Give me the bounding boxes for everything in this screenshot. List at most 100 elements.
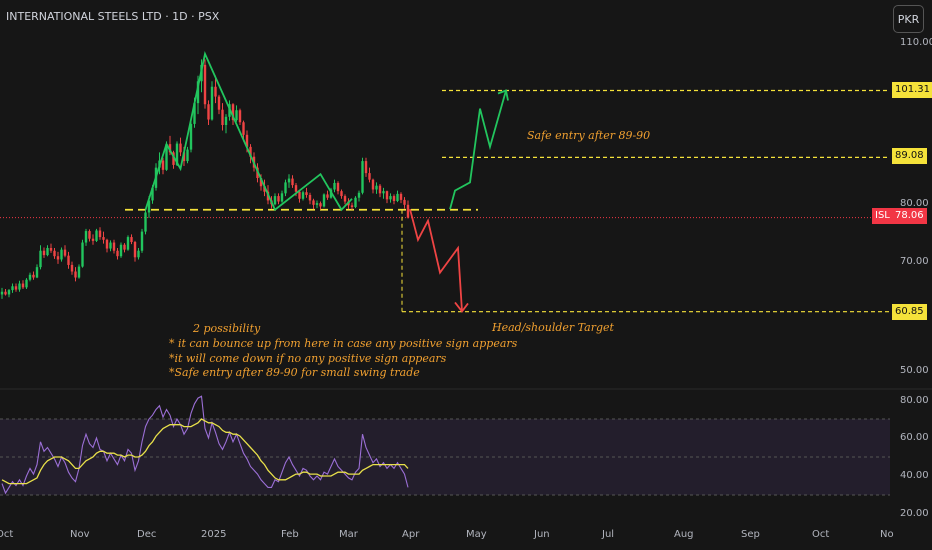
candle-body-101 <box>354 197 357 207</box>
candle-body-4 <box>14 286 18 290</box>
candle-body-102 <box>357 192 361 198</box>
y-tick-70: 70.00 <box>900 256 929 267</box>
candle-body-17 <box>60 249 63 260</box>
candle-body-51 <box>179 143 182 153</box>
candle-body-38 <box>133 241 137 258</box>
candle-body-100 <box>350 205 354 207</box>
target-note: Head/shoulder Target <box>492 321 614 334</box>
candle-body-89 <box>312 200 315 205</box>
candle-body-69 <box>242 122 245 135</box>
candle-body-86 <box>301 192 305 199</box>
candle-body-49 <box>172 152 175 165</box>
rsi-tick-20: 20.00 <box>900 508 929 519</box>
candle-body-12 <box>42 250 46 256</box>
candle-body-107 <box>375 185 378 190</box>
candle-body-26 <box>91 238 95 241</box>
possibility-title: 2 possibility <box>193 322 261 335</box>
candle-body-81 <box>284 182 287 194</box>
candle-body-79 <box>277 196 280 202</box>
candle-body-61 <box>214 86 217 97</box>
candle-body-58 <box>203 64 207 105</box>
candle-body-115 <box>403 199 406 205</box>
candle-body-22 <box>77 266 81 278</box>
candle-body-95 <box>333 182 336 190</box>
symbol-tag: ISL <box>872 208 893 224</box>
candle-body-41 <box>144 212 147 232</box>
candle-body-97 <box>340 191 343 197</box>
candle-body-1 <box>4 291 7 295</box>
candle-body-60 <box>210 86 214 120</box>
y-tick-80: 80.00 <box>900 198 929 209</box>
candle-body-10 <box>35 267 39 278</box>
scenario-down-line <box>409 208 463 312</box>
x-tick-jun: Jun <box>534 529 550 540</box>
candle-body-13 <box>46 248 49 256</box>
candle-body-67 <box>235 110 238 121</box>
candle-body-80 <box>280 193 284 202</box>
candle-body-116 <box>406 204 410 218</box>
candle-body-78 <box>273 196 277 205</box>
x-tick-jul: Jul <box>602 529 615 540</box>
candle-body-37 <box>130 237 133 242</box>
level-tag-60: 60.85 <box>892 304 927 320</box>
candle-body-14 <box>49 248 53 251</box>
candle-body-15 <box>53 250 56 257</box>
candle-body-112 <box>392 196 396 201</box>
candle-body-70 <box>245 134 249 147</box>
candle-body-0 <box>0 291 4 295</box>
candle-body-21 <box>74 271 77 278</box>
candle-body-104 <box>364 161 368 174</box>
scenario-up-arrowhead <box>497 89 509 101</box>
candle-body-39 <box>137 250 140 258</box>
candle-body-5 <box>18 283 21 290</box>
y-tick-110: 110.00 <box>900 37 932 48</box>
candle-body-114 <box>399 193 403 200</box>
candle-body-29 <box>102 237 105 240</box>
candle-body-20 <box>70 264 74 272</box>
scenario-down-arrowhead <box>454 301 469 313</box>
x-tick-apr: Apr <box>402 529 420 540</box>
rsi-tick-40: 40.00 <box>900 470 929 481</box>
safe-entry-note: Safe entry after 89-90 <box>527 129 651 142</box>
candle-body-93 <box>326 194 329 198</box>
candle-body-50 <box>175 143 179 165</box>
x-tick-aug: Aug <box>674 529 694 540</box>
candle-body-82 <box>287 178 291 183</box>
candle-body-88 <box>308 194 312 201</box>
candle-body-34 <box>119 244 123 257</box>
candle-body-2 <box>7 290 11 295</box>
candle-body-111 <box>389 196 392 200</box>
level-tag-89: 89.08 <box>892 148 927 164</box>
x-tick-nov: Nov <box>70 529 90 540</box>
rsi-line <box>1 395 409 495</box>
candle-body-9 <box>32 274 35 278</box>
candle-body-98 <box>343 196 347 202</box>
candle-body-48 <box>168 144 172 153</box>
candle-body-28 <box>98 230 102 238</box>
x-tick-2025: 2025 <box>201 529 227 540</box>
candle-body-83 <box>291 178 294 186</box>
chart-title: INTERNATIONAL STEELS LTD · 1D · PSX <box>6 10 220 23</box>
x-tick-oct-2: Oct <box>812 529 830 540</box>
candle-body-85 <box>298 191 301 199</box>
candle-body-62 <box>217 96 221 110</box>
candle-body-16 <box>56 256 60 260</box>
x-tick-nov-2: No <box>880 529 894 540</box>
level-tag-101: 101.31 <box>892 82 932 98</box>
candle-body-35 <box>123 244 126 250</box>
candle-body-40 <box>140 231 144 251</box>
candle-body-25 <box>88 231 91 239</box>
candle-body-46 <box>161 160 165 170</box>
candle-body-74 <box>259 178 263 187</box>
candle-body-19 <box>67 255 70 265</box>
current-price-tag: 78.06 <box>892 208 927 224</box>
candle-body-43 <box>151 187 154 201</box>
candle-body-91 <box>319 203 322 207</box>
candle-body-106 <box>371 179 375 190</box>
candle-body-36 <box>126 237 130 250</box>
possibility-line-1: * it can bounce up from here in case any… <box>169 337 518 350</box>
candle-body-59 <box>207 104 210 120</box>
currency-button[interactable]: PKR <box>893 5 924 33</box>
y-tick-50: 50.00 <box>900 365 929 376</box>
